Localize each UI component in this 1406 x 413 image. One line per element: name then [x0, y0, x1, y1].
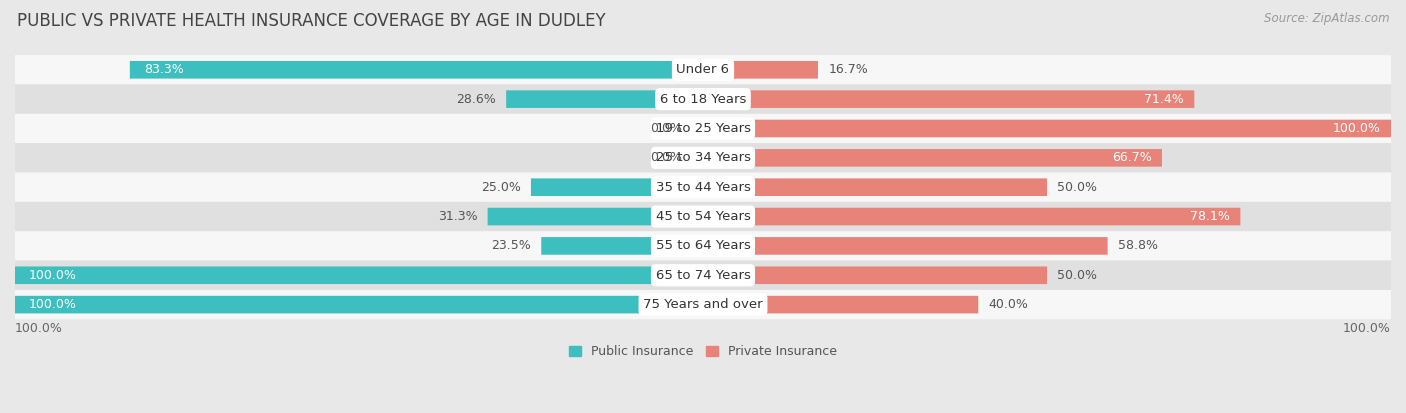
Text: Source: ZipAtlas.com: Source: ZipAtlas.com	[1264, 12, 1389, 25]
FancyBboxPatch shape	[15, 114, 1391, 143]
Text: 50.0%: 50.0%	[1057, 181, 1097, 194]
FancyBboxPatch shape	[15, 202, 1391, 231]
Text: 100.0%: 100.0%	[1333, 122, 1381, 135]
Text: 25 to 34 Years: 25 to 34 Years	[655, 151, 751, 164]
FancyBboxPatch shape	[531, 178, 703, 196]
FancyBboxPatch shape	[15, 173, 1391, 202]
Legend: Public Insurance, Private Insurance: Public Insurance, Private Insurance	[562, 339, 844, 365]
Text: 28.6%: 28.6%	[456, 93, 496, 106]
Text: 66.7%: 66.7%	[1112, 151, 1152, 164]
Text: 23.5%: 23.5%	[491, 240, 531, 252]
FancyBboxPatch shape	[15, 296, 703, 313]
FancyBboxPatch shape	[129, 61, 703, 78]
Text: 50.0%: 50.0%	[1057, 269, 1097, 282]
FancyBboxPatch shape	[703, 149, 1161, 167]
Text: 83.3%: 83.3%	[143, 63, 183, 76]
FancyBboxPatch shape	[703, 208, 1240, 225]
Text: 100.0%: 100.0%	[1343, 322, 1391, 335]
Text: 71.4%: 71.4%	[1144, 93, 1184, 106]
Text: 100.0%: 100.0%	[15, 322, 63, 335]
Text: 16.7%: 16.7%	[828, 63, 868, 76]
FancyBboxPatch shape	[15, 231, 1391, 261]
Text: 100.0%: 100.0%	[28, 269, 77, 282]
FancyBboxPatch shape	[703, 296, 979, 313]
Text: 58.8%: 58.8%	[1118, 240, 1159, 252]
FancyBboxPatch shape	[15, 290, 1391, 319]
Text: 35 to 44 Years: 35 to 44 Years	[655, 181, 751, 194]
Text: 78.1%: 78.1%	[1189, 210, 1230, 223]
FancyBboxPatch shape	[703, 90, 1194, 108]
FancyBboxPatch shape	[488, 208, 703, 225]
FancyBboxPatch shape	[15, 143, 1391, 173]
Text: 100.0%: 100.0%	[28, 298, 77, 311]
FancyBboxPatch shape	[703, 61, 818, 78]
FancyBboxPatch shape	[703, 120, 1391, 137]
Text: 31.3%: 31.3%	[437, 210, 477, 223]
Text: 55 to 64 Years: 55 to 64 Years	[655, 240, 751, 252]
Text: 6 to 18 Years: 6 to 18 Years	[659, 93, 747, 106]
FancyBboxPatch shape	[703, 178, 1047, 196]
FancyBboxPatch shape	[15, 261, 1391, 290]
FancyBboxPatch shape	[506, 90, 703, 108]
FancyBboxPatch shape	[15, 266, 703, 284]
Text: 40.0%: 40.0%	[988, 298, 1028, 311]
FancyBboxPatch shape	[541, 237, 703, 255]
Text: 65 to 74 Years: 65 to 74 Years	[655, 269, 751, 282]
Text: 0.0%: 0.0%	[651, 122, 682, 135]
Text: PUBLIC VS PRIVATE HEALTH INSURANCE COVERAGE BY AGE IN DUDLEY: PUBLIC VS PRIVATE HEALTH INSURANCE COVER…	[17, 12, 606, 31]
Text: Under 6: Under 6	[676, 63, 730, 76]
FancyBboxPatch shape	[703, 237, 1108, 255]
FancyBboxPatch shape	[15, 55, 1391, 85]
Text: 19 to 25 Years: 19 to 25 Years	[655, 122, 751, 135]
Text: 25.0%: 25.0%	[481, 181, 520, 194]
FancyBboxPatch shape	[15, 85, 1391, 114]
Text: 75 Years and over: 75 Years and over	[643, 298, 763, 311]
Text: 45 to 54 Years: 45 to 54 Years	[655, 210, 751, 223]
FancyBboxPatch shape	[703, 266, 1047, 284]
Text: 0.0%: 0.0%	[651, 151, 682, 164]
